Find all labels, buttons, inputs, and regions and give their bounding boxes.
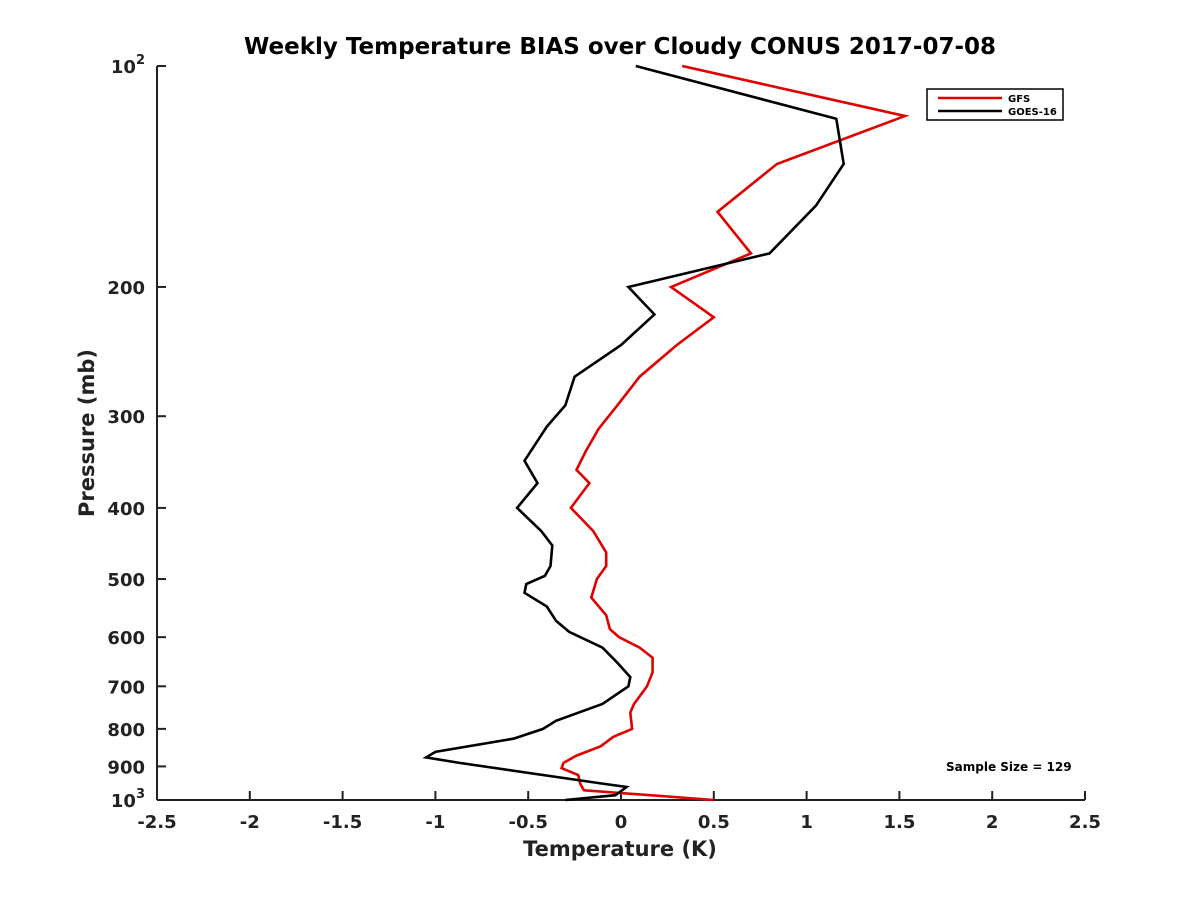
series-layer — [422, 64, 910, 802]
y-axis-label: Pressure (mb) — [75, 349, 99, 517]
series-line-goes16 — [422, 64, 846, 802]
y-tick-label: 600 — [107, 628, 145, 649]
y-tick-label: 700 — [107, 677, 145, 698]
x-tick-label: -0.5 — [509, 812, 548, 833]
y-tick-label: 900 — [107, 757, 145, 778]
y-tick-label: 500 — [107, 570, 145, 591]
y-tick-label: 800 — [107, 720, 145, 741]
axes: -2.5 -2 -1.5 -1 -0.5 0 0.5 1 1.5 2 2.5 102 200 300 400… — [107, 53, 1101, 833]
y-tick-label: 400 — [107, 499, 145, 520]
y-tick-label: 102 — [111, 53, 145, 78]
x-tick-label: 0 — [615, 812, 628, 833]
chart-title: Weekly Temperature BIAS over Cloudy CONU… — [244, 34, 996, 60]
y-tick-label: 300 — [107, 407, 145, 428]
x-tick-label: -1 — [425, 812, 445, 833]
x-tick-label: 2 — [986, 812, 999, 833]
legend-box — [926, 88, 1064, 121]
legend-label-gfs: GFS — [1008, 94, 1030, 105]
y-tick-label: 200 — [107, 278, 145, 299]
sample-size-annotation: Sample Size = 129 — [946, 760, 1072, 774]
x-tick-label: 1 — [800, 812, 813, 833]
x-tick-label: 0.5 — [698, 812, 730, 833]
x-tick-label: -1.5 — [323, 812, 362, 833]
x-axis-label: Temperature (K) — [523, 837, 717, 861]
x-tick-label: 1.5 — [883, 812, 915, 833]
legend-label-goes16: GOES-16 — [1008, 107, 1057, 118]
y-tick-label: 103 — [111, 787, 145, 812]
legend: GFS GOES-16 — [926, 88, 1064, 121]
x-tick-label: -2 — [240, 812, 260, 833]
series-line-gfs — [559, 64, 910, 802]
x-tick-label: 2.5 — [1069, 812, 1101, 833]
x-tick-label: -2.5 — [137, 812, 176, 833]
